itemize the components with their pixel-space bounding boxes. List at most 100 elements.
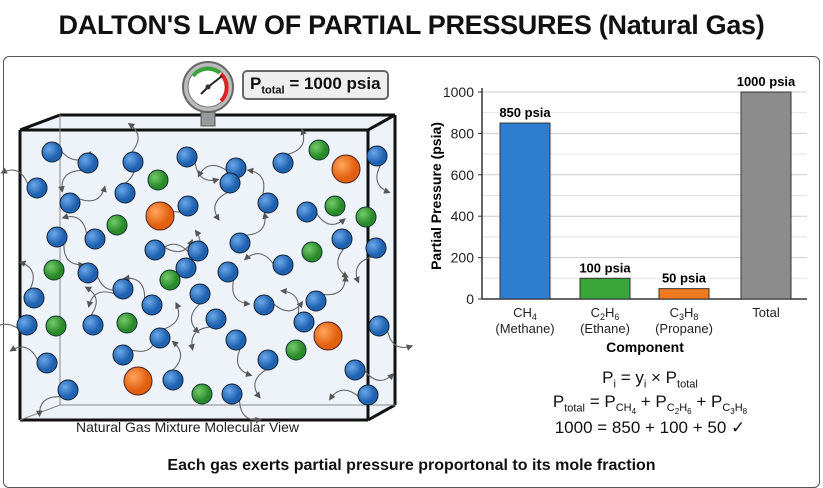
methane-molecule	[366, 145, 388, 167]
motion-arrow	[190, 303, 201, 334]
ethane-molecule	[355, 206, 377, 228]
motion-arrow	[0, 323, 18, 329]
pressure-gauge-icon	[182, 61, 234, 127]
motion-arrow	[171, 340, 182, 371]
motion-arrow	[58, 169, 82, 193]
x-tick-sublabel: (Methane)	[495, 321, 554, 336]
x-tick-label: C2H6	[591, 305, 620, 322]
motion-arrow	[246, 212, 269, 236]
ethane-molecule	[159, 269, 181, 291]
data-label: 1000 psia	[737, 74, 796, 89]
methane-molecule	[225, 329, 247, 351]
methane-molecule	[187, 240, 209, 262]
motion-arrow	[9, 345, 38, 361]
bar-0	[499, 122, 551, 300]
methane-molecule	[219, 172, 241, 194]
y-tick-label: 400	[451, 208, 475, 224]
methane-molecule	[357, 384, 379, 406]
methane-molecule	[84, 228, 106, 250]
ethane-molecule	[191, 383, 213, 405]
methane-molecule	[144, 239, 166, 261]
data-label: 850 psia	[499, 105, 551, 120]
methane-molecule	[26, 177, 48, 199]
methane-molecule	[257, 349, 279, 371]
motion-arrow	[61, 213, 88, 234]
methane-molecule	[57, 379, 79, 401]
motion-arrow	[86, 291, 115, 308]
motion-arrow	[63, 244, 85, 269]
motion-arrow	[0, 167, 29, 185]
x-axis-title: Component	[606, 339, 684, 355]
ethane-molecule	[308, 139, 330, 161]
motion-arrow	[84, 286, 97, 316]
ethane-molecule	[301, 241, 323, 263]
bar-2	[658, 288, 710, 300]
motion-arrow	[164, 238, 193, 253]
motion-arrow	[254, 369, 267, 399]
methane-molecule	[296, 201, 318, 223]
molecules	[16, 139, 390, 406]
propane-molecule	[145, 201, 175, 231]
molecular-view-caption: Natural Gas Mixture Molecular View	[76, 419, 300, 435]
methane-molecule	[77, 262, 99, 284]
equation-total-pressure: Ptotal = PCH4 + PC2H6 + PC3H8	[552, 392, 748, 417]
ethane-molecule	[147, 169, 169, 191]
motion-arrow	[280, 287, 300, 315]
p-value: = 1000 psia	[289, 74, 381, 93]
methane-molecule	[229, 232, 251, 254]
propane-molecule	[123, 366, 153, 396]
ethane-molecule	[116, 312, 138, 334]
motion-arrow	[78, 185, 107, 202]
propane-molecule	[331, 154, 361, 184]
motion-arrow	[329, 389, 359, 401]
data-label: 50 psia	[662, 271, 707, 286]
page-title: DALTON'S LAW OF PARTIAL PRESSURES (Natur…	[58, 10, 765, 40]
methane-molecule	[16, 314, 38, 336]
motion-arrow	[273, 300, 304, 312]
methane-molecule	[114, 182, 136, 204]
propane-molecule	[313, 321, 343, 351]
motion-arrow	[376, 165, 391, 194]
y-tick-label: 600	[451, 167, 475, 183]
motion-arrow	[122, 274, 146, 299]
motion-arrow	[127, 123, 139, 153]
methane-molecule	[112, 278, 134, 300]
methane-molecule	[41, 141, 63, 163]
methane-molecule	[305, 290, 327, 312]
y-tick-label: 800	[451, 125, 475, 141]
methane-molecule	[82, 314, 104, 336]
motion-arrow	[237, 348, 253, 377]
motion-arrow	[364, 370, 395, 381]
motion-arrow	[194, 162, 220, 184]
motion-arrow	[387, 331, 414, 351]
x-tick-label: Total	[752, 305, 780, 320]
methane-molecule	[221, 383, 243, 405]
methane-molecule	[141, 294, 163, 316]
x-tick-sublabel: (Propane)	[655, 321, 713, 336]
methane-molecule	[122, 151, 144, 173]
equation-partial-pressure: Pi = yi × Ptotal	[602, 368, 698, 391]
motion-arrow	[36, 396, 61, 418]
methane-molecule	[368, 315, 390, 337]
ethane-molecule	[106, 214, 128, 236]
methane-molecule	[149, 327, 171, 349]
x-tick-label: C3H8	[670, 305, 699, 322]
bar-1	[579, 277, 631, 300]
motion-arrow	[323, 274, 349, 296]
methane-molecule	[36, 352, 58, 374]
p-subscript: total	[261, 84, 285, 97]
y-tick-label: 200	[451, 250, 475, 266]
methane-molecule	[253, 294, 275, 316]
methane-molecule	[217, 261, 239, 283]
y-tick-label: 1000	[443, 84, 474, 100]
motion-arrow	[188, 326, 211, 351]
motion-arrow	[213, 192, 228, 221]
motion-arrows	[0, 123, 414, 424]
y-tick-label: 0	[466, 291, 474, 307]
ethane-molecule	[45, 315, 67, 337]
methane-molecule	[293, 311, 315, 333]
methane-molecule	[46, 226, 68, 248]
motion-arrow	[197, 164, 227, 178]
methane-molecule	[272, 254, 294, 276]
